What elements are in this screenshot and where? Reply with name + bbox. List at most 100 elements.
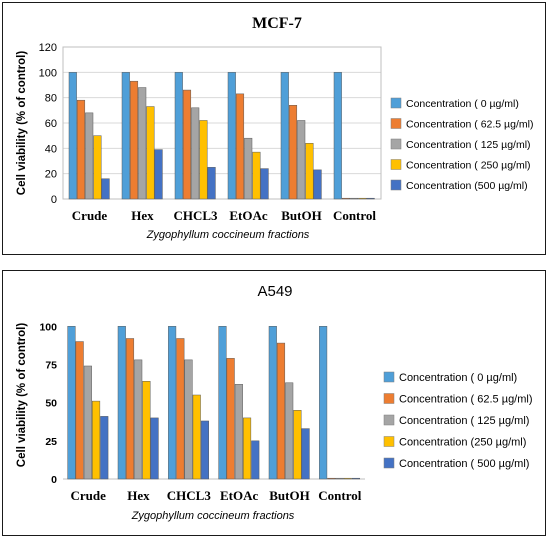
a549-bar-chcl3-s3 (192, 394, 201, 480)
mcf7-bar-chcl3-s3 (199, 120, 208, 200)
a549-bar-etoac-s1 (226, 358, 235, 480)
mcf7-ytick-label: 20 (45, 169, 57, 181)
a549-category-label: Control (318, 488, 361, 503)
a549-bar-crude-s2 (83, 365, 92, 480)
a549-legend-label: Concentration ( 125 µg/ml) (399, 415, 529, 427)
a549-bar-crude-s3 (92, 400, 101, 480)
mcf7-bar-butoh-s4 (313, 169, 322, 200)
mcf7-category-label: CHCL3 (173, 208, 218, 223)
mcf7-ytick-label: 0 (51, 194, 57, 206)
mcf7-bar-crude-s1 (76, 99, 86, 200)
a549-bar-crude-s1 (75, 341, 84, 480)
mcf7-bar-etoac-s0 (227, 72, 236, 200)
a549-category-label: ButOH (269, 488, 309, 503)
mcf7-legend-swatch (390, 138, 402, 150)
a549-ytick-label: 25 (45, 436, 57, 448)
mcf7-bar-hex-s2 (138, 87, 147, 200)
mcf7-plot-frame (62, 46, 382, 200)
a549-bar-hex-s1 (125, 338, 135, 480)
mcf7-ytick-label: 120 (39, 42, 57, 54)
mcf7-ytick-label: 40 (45, 143, 57, 155)
a549-category-label: EtOAc (220, 488, 259, 503)
chart-mcf7: MCF-7 0 20 40 60 80 100 120 Crude Hex CHCL3 EtOAc Bu… (16, 15, 533, 241)
a549-bar-hex-s4 (150, 417, 159, 480)
mcf7-bar-crude-s4 (101, 178, 110, 200)
mcf7-legend-swatch (390, 179, 402, 191)
a549-ytick-label: 75 (45, 359, 57, 371)
a549-bar-control-s0 (319, 326, 328, 480)
a549-bar-control-s4 (351, 477, 360, 480)
a549-legend-swatch (383, 393, 395, 404)
mcf7-bar-etoac-s3 (252, 151, 261, 200)
a549-bar-control-s1 (327, 477, 336, 480)
mcf7-bar-butoh-s2 (297, 120, 306, 200)
a549-legend-swatch (383, 457, 395, 469)
mcf7-bar-hex-s4 (154, 149, 163, 200)
a549-bar-etoac-s0 (218, 326, 227, 480)
mcf7-bar-control-s4 (366, 197, 375, 200)
mcf7-legend-label: Concentration ( 125 µg/ml) (406, 139, 531, 151)
a549-bar-crude-s4 (100, 416, 109, 480)
a549-category-label: Hex (127, 488, 150, 503)
a549-bar-butoh-s0 (268, 326, 277, 480)
mcf7-category-label: Crude (72, 208, 108, 223)
mcf7-bar-control-s0 (333, 72, 342, 200)
mcf7-bar-chcl3-s2 (191, 107, 200, 200)
a549-ytick-label: 0 (51, 474, 57, 486)
mcf7-bar-crude-s2 (85, 112, 94, 200)
a549-bar-chcl3-s1 (176, 338, 185, 480)
a549-bar-hex-s2 (134, 359, 143, 480)
a549-legend-label: Concentration ( 62.5 µg/ml) (399, 394, 533, 406)
mcf7-bar-crude-s3 (93, 135, 102, 200)
mcf7-category-label: EtOAc (229, 208, 268, 223)
mcf7-legend-swatch (390, 118, 402, 129)
a549-bar-control-s3 (343, 477, 352, 480)
a549-title: A549 (257, 283, 292, 300)
a549-category-label: Crude (70, 488, 106, 503)
mcf7-legend-swatch (390, 97, 402, 109)
mcf7-bar-etoac-s2 (244, 137, 253, 200)
a549-bar-crude-s0 (67, 326, 76, 480)
mcf7-legend-label: Concentration ( 0 µg/ml) (406, 98, 519, 110)
mcf7-category-label: Hex (131, 208, 154, 223)
chart-panel-a549: A549 0 25 50 75 100 Crude Hex CHCL3 EtOAc ButOH Con… (2, 270, 546, 536)
mcf7-bar-control-s3 (358, 197, 367, 200)
a549-bar-hex-s3 (142, 381, 151, 480)
mcf7-bar-etoac-s1 (235, 93, 245, 200)
mcf7-bar-crude-s0 (68, 72, 77, 200)
a549-x-axis-label: Zygophyllum coccineum fractions (131, 510, 295, 522)
a549-bar-butoh-s2 (285, 382, 294, 480)
mcf7-bar-control-s1 (341, 197, 351, 200)
a549-ytick-label: 100 (39, 321, 57, 333)
a549-y-axis-label: Cell viability (% of control) (16, 323, 28, 468)
mcf7-legend-label: Concentration ( 250 µg/ml) (406, 160, 531, 172)
a549-bar-butoh-s1 (276, 342, 286, 480)
mcf7-ytick-label: 60 (45, 118, 57, 130)
a549-legend-swatch (383, 414, 395, 426)
mcf7-x-axis-label: Zygophyllum coccineum fractions (146, 229, 310, 241)
a549-bar-hex-s0 (117, 326, 126, 480)
mcf7-y-axis-label: Cell viability (% of control) (16, 51, 28, 196)
mcf7-bar-hex-s1 (129, 80, 139, 200)
a549-bar-chcl3-s2 (184, 359, 193, 480)
chart-a549: A549 0 25 50 75 100 Crude Hex CHCL3 EtOAc ButOH Con… (16, 283, 533, 522)
mcf7-bar-chcl3-s4 (207, 167, 216, 200)
chart-panel-mcf7: MCF-7 0 20 40 60 80 100 120 Crude Hex CHCL3 EtOAc Bu… (2, 2, 546, 255)
mcf7-bar-butoh-s0 (280, 72, 289, 200)
a549-legend-label: Concentration ( 500 µg/ml) (399, 458, 529, 470)
a549-category-label: CHCL3 (167, 488, 212, 503)
mcf7-legend-label: Concentration (500 µg/ml) (406, 180, 528, 192)
mcf7-bar-hex-s3 (146, 106, 155, 200)
a549-ytick-label: 50 (45, 398, 57, 410)
a549-legend-swatch (383, 371, 395, 383)
a549-bar-etoac-s2 (234, 384, 243, 480)
mcf7-bar-chcl3-s1 (182, 89, 192, 200)
a549-legend-label: Concentration (250 µg/ml) (399, 437, 526, 449)
a549-bar-butoh-s3 (293, 410, 302, 480)
a549-bar-butoh-s4 (301, 428, 310, 480)
mcf7-ytick-label: 80 (45, 93, 57, 105)
mcf7-title: MCF-7 (252, 15, 302, 32)
mcf7-ytick-label: 100 (39, 67, 57, 79)
mcf7-bar-chcl3-s0 (174, 72, 183, 200)
a549-bar-etoac-s3 (243, 417, 252, 480)
